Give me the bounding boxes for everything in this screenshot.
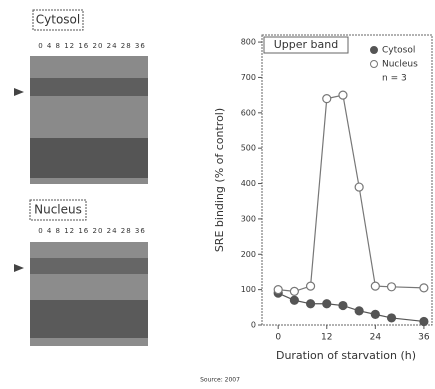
- data-point: [420, 317, 428, 325]
- data-point: [339, 302, 347, 310]
- data-point: [355, 183, 363, 191]
- y-tick-label: 600: [241, 108, 256, 117]
- data-point: [274, 286, 282, 294]
- y-tick-label: 300: [241, 214, 256, 223]
- data-point: [420, 284, 428, 292]
- x-tick-label: 36: [418, 333, 430, 343]
- series-line: [278, 293, 424, 321]
- data-point: [388, 283, 396, 291]
- y-tick-label: 700: [241, 73, 256, 82]
- y-tick-label: 200: [241, 250, 256, 259]
- y-tick-label: 100: [241, 285, 256, 294]
- lane-labels: 0 4 8 12 16 20 24 28 36: [38, 227, 146, 235]
- legend-note: n = 3: [382, 74, 407, 84]
- data-point: [290, 296, 298, 304]
- band-arrow: [14, 264, 24, 272]
- gel-band: [30, 258, 148, 274]
- band-arrow: [14, 88, 24, 96]
- x-axis-title: Duration of starvation (h): [276, 349, 416, 362]
- data-point: [323, 95, 331, 103]
- data-point: [371, 282, 379, 290]
- gel-band: [30, 138, 148, 178]
- data-point: [307, 282, 315, 290]
- legend-marker: [371, 47, 378, 54]
- x-tick-label: 24: [370, 333, 382, 343]
- x-tick-label: 0: [275, 333, 281, 343]
- data-point: [339, 91, 347, 99]
- data-point: [323, 300, 331, 308]
- data-point: [355, 307, 363, 315]
- legend-marker: [371, 61, 378, 68]
- x-tick-label: 12: [321, 333, 332, 343]
- legend-label: Cytosol: [382, 46, 415, 56]
- gel-band: [30, 78, 148, 96]
- y-tick-label: 800: [241, 38, 256, 47]
- page: Cytosol 0 4 8 12 16 20 24 28 36 Nucleus …: [0, 0, 435, 389]
- data-point: [371, 310, 379, 318]
- panel-label: Nucleus: [34, 203, 82, 217]
- legend-label: Nucleus: [382, 60, 418, 70]
- data-point: [388, 314, 396, 322]
- data-point: [290, 287, 298, 295]
- y-tick-label: 0: [251, 321, 256, 330]
- panel-label: Cytosol: [36, 13, 80, 27]
- y-axis-title: SRE binding (% of control): [213, 108, 226, 252]
- lane-labels: 0 4 8 12 16 20 24 28 36: [38, 42, 146, 50]
- footer: Source: 2007: [200, 377, 240, 384]
- gel-band: [30, 300, 148, 338]
- figure: Cytosol 0 4 8 12 16 20 24 28 36 Nucleus …: [0, 0, 435, 389]
- y-tick-label: 500: [241, 144, 256, 153]
- y-tick-label: 400: [241, 179, 256, 188]
- data-point: [307, 300, 315, 308]
- series-line: [278, 95, 424, 291]
- annotation: Upper band: [274, 38, 338, 51]
